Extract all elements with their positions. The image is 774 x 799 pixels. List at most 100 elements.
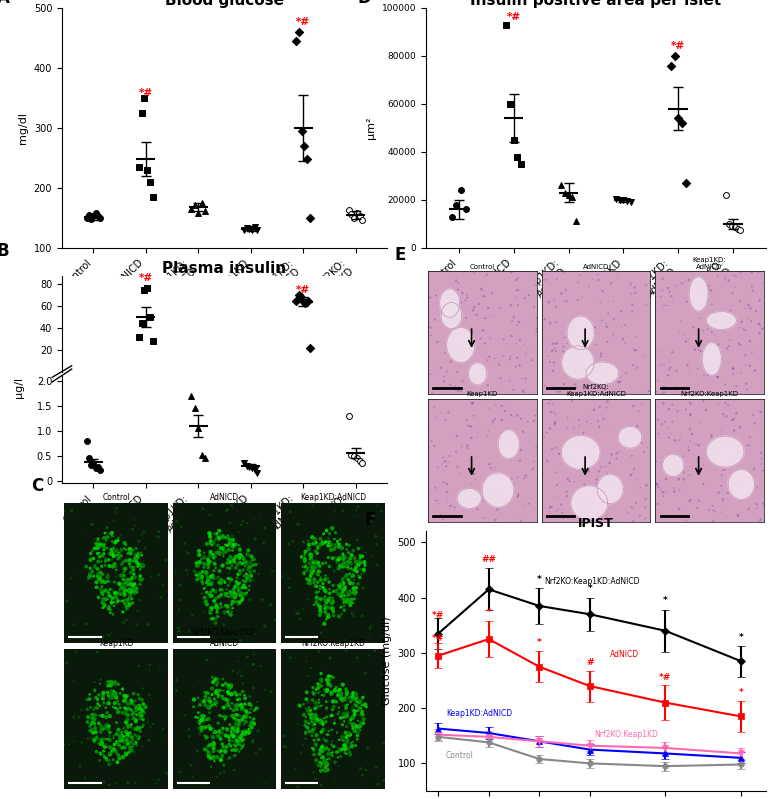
Point: [173, 625, 186, 638]
Point: [594, 400, 606, 413]
Point: [301, 562, 313, 574]
Point: [94, 574, 107, 586]
Point: [539, 273, 552, 286]
Point: [313, 560, 326, 573]
Point: [265, 598, 277, 611]
Point: [683, 273, 695, 286]
Point: [122, 594, 134, 606]
Point: [87, 566, 99, 578]
Point: [577, 505, 590, 518]
Point: [115, 730, 127, 743]
Point: [615, 371, 627, 384]
Point: [228, 540, 241, 553]
Point: [311, 754, 324, 767]
Point: [577, 342, 590, 355]
Point: [120, 703, 132, 716]
Text: Keap1KD:AdNICD: Keap1KD:AdNICD: [446, 710, 512, 718]
Point: [139, 706, 151, 719]
Point: [509, 291, 522, 304]
Point: [248, 718, 260, 730]
Point: [441, 495, 454, 508]
Point: [320, 586, 333, 598]
Point: [293, 607, 305, 620]
Point: [720, 270, 732, 283]
Point: [313, 582, 326, 595]
Point: [214, 583, 226, 596]
Point: [347, 722, 359, 735]
Point: [235, 705, 247, 718]
Point: [196, 448, 208, 461]
Point: [118, 537, 131, 550]
Point: [325, 543, 337, 556]
Point: [114, 603, 126, 616]
Point: [327, 595, 339, 608]
Point: [371, 538, 383, 551]
Point: [226, 529, 238, 542]
Point: [200, 686, 213, 699]
Point: [572, 361, 584, 374]
Point: [232, 738, 245, 751]
Text: ##: ##: [481, 555, 496, 564]
Point: [111, 694, 124, 706]
Point: [557, 345, 570, 358]
Point: [122, 733, 134, 746]
Point: [114, 731, 126, 744]
Point: [133, 330, 146, 343]
Point: [314, 543, 327, 555]
Point: [571, 492, 584, 505]
Point: [352, 543, 365, 555]
Point: [118, 565, 131, 578]
Point: [317, 716, 329, 729]
Point: [697, 324, 710, 337]
Point: [308, 573, 320, 586]
Point: [210, 696, 222, 709]
Point: [248, 627, 261, 640]
Point: [94, 674, 107, 686]
Point: [85, 213, 98, 225]
Point: [135, 560, 148, 573]
Point: [727, 368, 739, 380]
Point: [120, 707, 132, 720]
Point: [180, 544, 192, 557]
Point: [656, 418, 668, 431]
Point: [578, 478, 591, 491]
Point: [459, 294, 471, 307]
Point: [333, 733, 345, 746]
Point: [712, 371, 724, 384]
Point: [310, 586, 323, 598]
Point: [755, 513, 767, 526]
Point: [232, 598, 245, 611]
Point: [97, 630, 109, 643]
Point: [510, 273, 522, 286]
Point: [224, 732, 236, 745]
Polygon shape: [598, 474, 623, 503]
Point: [134, 725, 146, 737]
Point: [246, 714, 259, 727]
Point: [84, 567, 96, 580]
Point: [87, 708, 99, 721]
Point: [316, 724, 328, 737]
Point: [508, 485, 520, 498]
Point: [322, 685, 334, 698]
Point: [99, 555, 111, 567]
Point: [751, 498, 763, 511]
Point: [197, 723, 209, 736]
Point: [105, 543, 118, 556]
Point: [313, 605, 325, 618]
Point: [194, 568, 206, 581]
Point: [199, 452, 211, 465]
Point: [437, 464, 449, 477]
Point: [592, 273, 604, 286]
Point: [743, 439, 755, 452]
Point: [152, 773, 165, 786]
Point: [132, 560, 144, 573]
Point: [708, 328, 721, 341]
Point: [335, 692, 348, 705]
Point: [306, 560, 318, 573]
Point: [91, 745, 103, 758]
Point: [437, 451, 450, 464]
Point: [467, 467, 480, 480]
Point: [130, 582, 142, 595]
Text: Keap1KD: Keap1KD: [99, 638, 133, 648]
Point: [307, 556, 320, 569]
